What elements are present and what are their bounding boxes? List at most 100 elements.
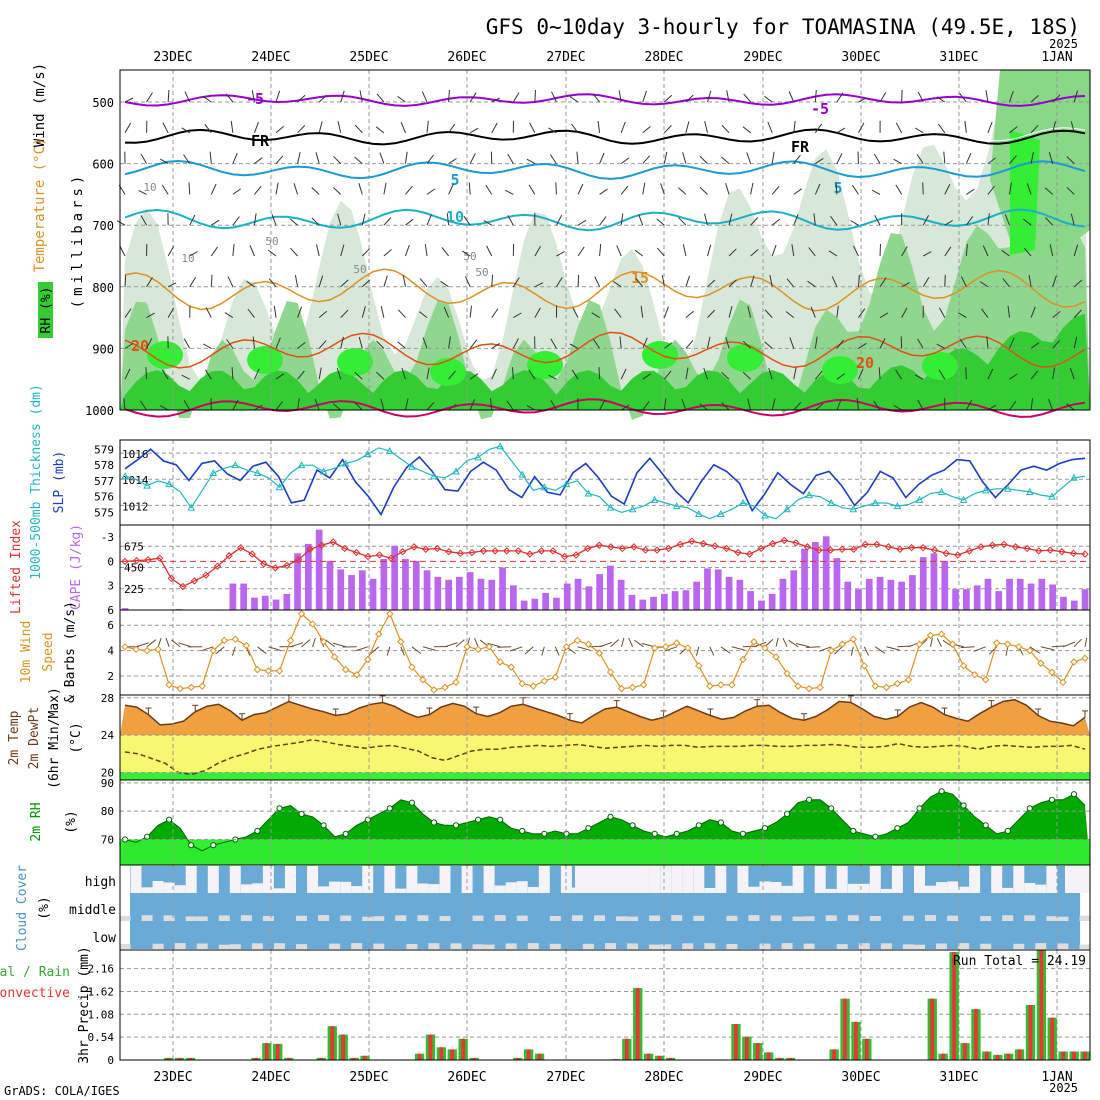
rh2m-marker-2 — [144, 833, 151, 840]
cape-bar-39 — [542, 593, 549, 610]
cloud-patch — [571, 915, 583, 921]
li-marker — [838, 545, 846, 553]
wind-barb — [815, 403, 824, 411]
cape-bar-12 — [251, 597, 258, 610]
precip-conv-bar-29 — [439, 1047, 444, 1060]
cape-bar-35 — [499, 567, 506, 610]
rh2m-marker-24 — [386, 805, 393, 812]
wind-barb — [332, 187, 342, 195]
wind-barb — [491, 274, 494, 287]
wind-barb — [814, 123, 823, 134]
wind-barb — [707, 309, 716, 318]
wind-barb — [181, 127, 190, 134]
isotherm-label-6: 10 — [446, 208, 464, 226]
wind-barb — [293, 183, 299, 195]
cloud-level-low: low — [93, 931, 117, 946]
cape-bar-34 — [488, 579, 496, 610]
wind10-barb — [599, 642, 612, 648]
wind-barb — [620, 157, 630, 165]
cloud-patch — [1057, 916, 1069, 921]
wind-barb — [315, 152, 320, 164]
wind-barb — [336, 367, 342, 380]
wind-barb — [871, 189, 881, 195]
wind-barb — [858, 342, 867, 349]
wind-barb — [642, 182, 646, 195]
thickness-marker — [341, 459, 350, 467]
cloud-patch — [428, 884, 440, 893]
wind-speed-marker — [364, 655, 372, 664]
wind-speed-marker — [187, 683, 195, 692]
wind10-barb — [444, 642, 458, 648]
dew-band — [120, 735, 1090, 773]
thickness-marker — [827, 498, 836, 506]
cloud-patch — [925, 915, 936, 921]
wind-barb — [139, 400, 147, 411]
wind-barb — [358, 336, 363, 349]
cloud-patch — [1013, 943, 1025, 949]
cloud-patch — [549, 943, 561, 949]
cloud-patch — [847, 915, 859, 921]
rh2m-marker-16 — [298, 810, 305, 818]
rh2m-marker-76 — [960, 802, 967, 809]
rh-core-7 — [822, 356, 858, 384]
wind-barb — [161, 184, 169, 195]
wind-barb — [550, 399, 557, 411]
cape-bar-50 — [661, 593, 668, 610]
li-marker — [1058, 548, 1066, 556]
wind-barb — [642, 337, 648, 349]
cape-bar-54 — [704, 568, 711, 610]
wind-barb — [1073, 336, 1078, 349]
rh2m-marker-48 — [651, 830, 658, 837]
wind-barb — [742, 126, 751, 134]
wind10-barb — [577, 646, 591, 651]
thickness-line — [124, 445, 1086, 520]
cape-tick-675: 675 — [124, 540, 144, 553]
cloud-patch — [980, 916, 992, 921]
wind-barb — [210, 274, 213, 287]
li-marker — [387, 554, 395, 562]
wind-ylabel-2: Speed — [41, 632, 56, 671]
rh2m-marker-46 — [629, 822, 636, 829]
wind10-barb — [628, 637, 634, 647]
thickness-marker — [1070, 473, 1078, 481]
precip-conv-bar-12 — [254, 1057, 258, 1060]
wind10-barb — [509, 646, 523, 652]
wind-barb — [383, 217, 392, 226]
wind-barb — [318, 367, 322, 380]
wind-barb — [1009, 337, 1015, 349]
wind-barb — [914, 127, 924, 134]
wind-speed-marker — [297, 610, 306, 618]
wind-speed-marker — [1070, 658, 1078, 666]
precip-conv-bar-28 — [428, 1034, 433, 1060]
rh-label-3: 50 — [353, 263, 366, 276]
li-marker — [364, 552, 372, 561]
li-marker — [873, 540, 881, 549]
cape-bar-40 — [553, 597, 560, 610]
wind-speed-marker — [308, 620, 317, 628]
wind-barb — [835, 182, 838, 195]
wind-barb — [1044, 187, 1053, 195]
thickness-marker — [739, 498, 747, 506]
cape-bar-78 — [963, 589, 970, 610]
wind10-barb — [709, 646, 715, 656]
cape-bar-86 — [1049, 584, 1056, 610]
thk-tick-577: 577 — [94, 475, 114, 488]
cloud-gap — [406, 866, 418, 893]
wind-barb — [550, 338, 557, 349]
rh2m-marker-38 — [541, 830, 548, 837]
cloud-patch — [781, 885, 793, 893]
rh2m-ylabel-2: (%) — [64, 810, 79, 833]
wind-barb — [534, 246, 541, 257]
wind10-barb — [863, 646, 869, 656]
precip-conv-bar-58 — [755, 1043, 760, 1060]
wind-speed-marker — [761, 644, 769, 652]
upper-frame — [119, 69, 1091, 411]
wind-barb — [1052, 340, 1060, 349]
wind-barb — [614, 308, 622, 318]
wind-barb — [491, 342, 500, 349]
wind-barb — [294, 275, 299, 287]
li-marker — [965, 547, 974, 555]
cape-bar-46 — [617, 579, 625, 610]
wind-barb — [159, 405, 169, 411]
